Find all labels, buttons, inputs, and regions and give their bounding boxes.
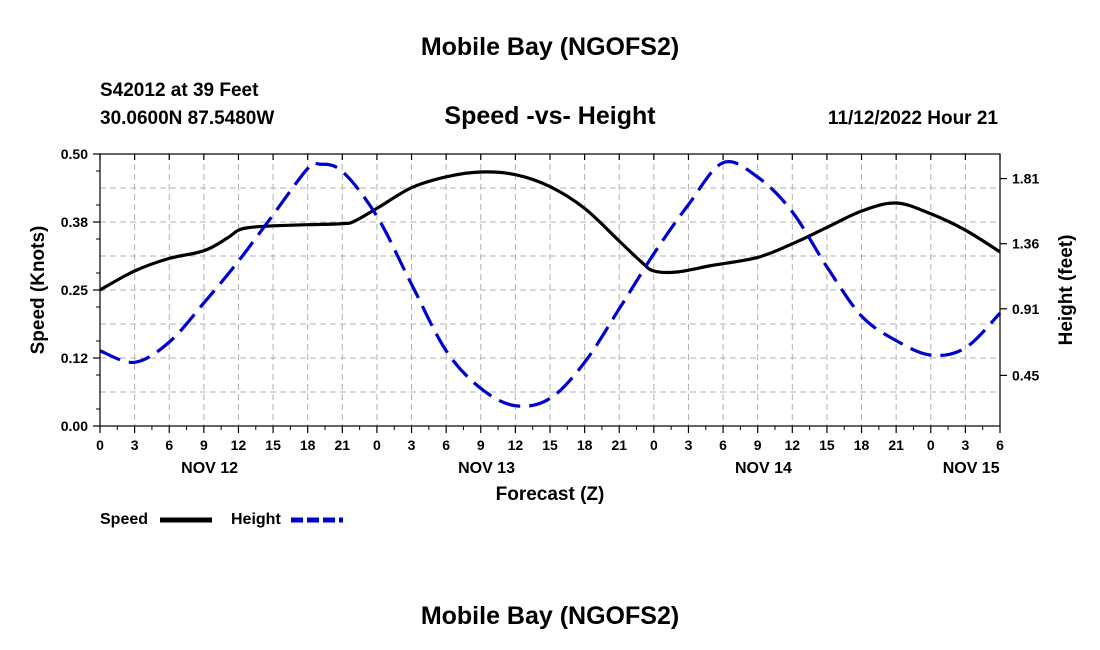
x-tick-label: 6 bbox=[996, 437, 1004, 453]
height-series-line bbox=[99, 160, 1002, 408]
chart-subtitle: Speed -vs- Height bbox=[444, 102, 656, 130]
x-date-label: NOV 14 bbox=[735, 460, 792, 477]
x-tick-label: 21 bbox=[888, 437, 904, 453]
x-date-label: NOV 13 bbox=[458, 460, 515, 477]
x-date-label: NOV 15 bbox=[943, 460, 1000, 477]
x-tick-label: 9 bbox=[200, 437, 208, 453]
x-tick-label: 0 bbox=[927, 437, 935, 453]
x-tick-label: 15 bbox=[265, 437, 281, 453]
datetime-label: 11/12/2022 Hour 21 bbox=[828, 108, 998, 129]
x-tick-label: 18 bbox=[577, 437, 593, 453]
x-tick-label: 18 bbox=[300, 437, 316, 453]
x-tick-label: 18 bbox=[854, 437, 870, 453]
footer-title: Mobile Bay (NGOFS2) bbox=[421, 602, 679, 630]
x-tick-label: 21 bbox=[611, 437, 627, 453]
y-tick-label-left: 0.12 bbox=[61, 350, 88, 366]
y-tick-label-right: 0.45 bbox=[1012, 367, 1039, 383]
x-tick-label: 3 bbox=[961, 437, 969, 453]
series-layer bbox=[99, 160, 1002, 408]
x-tick-label: 15 bbox=[819, 437, 835, 453]
speed-series-line bbox=[99, 170, 1001, 292]
x-tick-label: 12 bbox=[785, 437, 801, 453]
y-tick-label-right: 0.91 bbox=[1012, 301, 1039, 317]
x-tick-label: 0 bbox=[96, 437, 104, 453]
y-axis-label-left: Speed (Knots) bbox=[28, 226, 49, 355]
axis-layer: 0 3 6 9 12 15 18 21 0 3 6 9 12 15 18 21 0 3 6 9 12 15 18 21 0 3 6N… bbox=[61, 146, 1040, 477]
legend: Speed Height bbox=[100, 511, 343, 528]
y-tick-label-left: 0.50 bbox=[61, 146, 88, 162]
y-tick-label-left: 0.25 bbox=[61, 282, 88, 298]
x-tick-label: 6 bbox=[165, 437, 173, 453]
x-tick-label: 0 bbox=[373, 437, 381, 453]
x-axis-label: Forecast (Z) bbox=[496, 484, 605, 505]
y-tick-label-right: 1.81 bbox=[1012, 171, 1039, 187]
legend-height-label: Height bbox=[231, 511, 281, 528]
y-tick-label-left: 0.00 bbox=[61, 418, 88, 434]
x-tick-label: 3 bbox=[131, 437, 139, 453]
chart-main-title: Mobile Bay (NGOFS2) bbox=[421, 33, 679, 61]
legend-speed-label: Speed bbox=[100, 511, 148, 528]
x-tick-label: 9 bbox=[754, 437, 762, 453]
x-tick-label: 3 bbox=[685, 437, 693, 453]
x-tick-label: 6 bbox=[442, 437, 450, 453]
x-tick-label: 0 bbox=[650, 437, 658, 453]
x-tick-label: 21 bbox=[335, 437, 351, 453]
coords-label: 30.0600N 87.5480W bbox=[100, 108, 274, 129]
x-date-label: NOV 12 bbox=[181, 460, 238, 477]
x-tick-label: 12 bbox=[231, 437, 247, 453]
x-tick-label: 6 bbox=[719, 437, 727, 453]
x-tick-label: 9 bbox=[477, 437, 485, 453]
x-tick-label: 15 bbox=[542, 437, 558, 453]
station-label: S42012 at 39 Feet bbox=[100, 80, 259, 101]
y-tick-label-left: 0.38 bbox=[61, 214, 88, 230]
y-tick-label-right: 1.36 bbox=[1012, 236, 1039, 252]
grid-layer bbox=[100, 154, 1000, 426]
y-axis-label-right: Height (feet) bbox=[1056, 235, 1077, 346]
x-tick-label: 3 bbox=[408, 437, 416, 453]
x-tick-label: 12 bbox=[508, 437, 524, 453]
